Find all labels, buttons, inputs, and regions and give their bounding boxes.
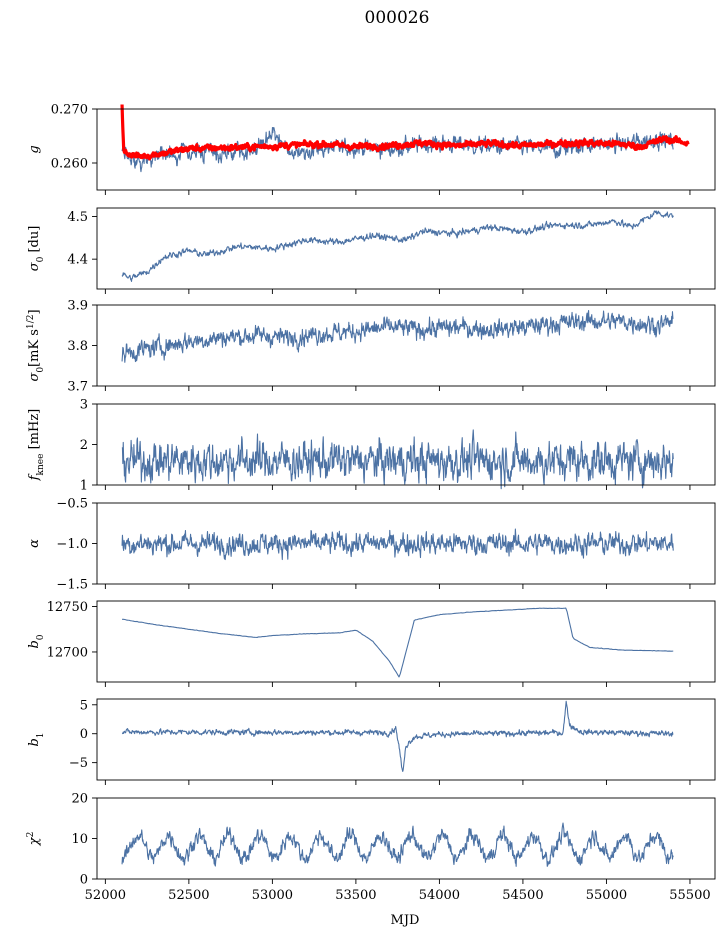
y-tick-label-2-1: 3.8 [67, 339, 88, 354]
y-tick-label-5-0: 12700 [47, 645, 88, 660]
y-tick-label-5-1: 12750 [47, 600, 88, 615]
y-tick-label-7-2: 20 [71, 792, 88, 807]
axes-frame-1 [96, 207, 716, 290]
y-axis-label-0: g [27, 145, 42, 153]
y-axis-label-1: σ0 [du] [27, 226, 46, 272]
y-axis-label-4: α [27, 539, 42, 548]
x-tick-label-6: 55000 [586, 888, 627, 903]
series-line-6-0 [121, 700, 674, 772]
y-tick-label-4-1: −1.0 [56, 537, 88, 552]
y-tick-label-2-0: 3.7 [67, 380, 88, 395]
panel-4: −1.5 −1.0 −0.5 α [27, 497, 716, 593]
series-line-2-0 [121, 310, 674, 363]
panel-7: 0 10 20 52000 52500 53000 53500 54000 54500 55000… [26, 792, 716, 903]
x-tick-label-2: 53000 [252, 888, 293, 903]
x-tick-label-7: 55500 [669, 888, 710, 903]
figure-title: 000026 [365, 8, 430, 28]
y-axis-label-7: χ2 [26, 832, 42, 847]
panels: 0.260 0.270 g 4.4 4.5 σ0 [du] 3.7 3.8 3.9 σ0[mK s… [26, 103, 716, 903]
y-tick-label-2-2: 3.9 [67, 299, 88, 314]
x-tick-label-4: 54000 [419, 888, 460, 903]
y-tick-label-0-0: 0.260 [51, 157, 88, 172]
axes-frame-6 [96, 698, 716, 781]
panel-0: 0.260 0.270 g [27, 103, 716, 195]
y-tick-label-1-0: 4.4 [67, 253, 88, 268]
y-tick-label-4-0: −1.5 [56, 578, 88, 593]
y-tick-label-7-1: 10 [71, 832, 88, 847]
series-line-4-0 [121, 528, 674, 561]
y-tick-label-4-2: −0.5 [56, 497, 88, 512]
y-axis-label-5: b0 [27, 634, 46, 648]
y-tick-label-3-1: 2 [80, 438, 88, 453]
series-line-7-0 [121, 822, 674, 867]
y-tick-label-6-0: −5 [69, 756, 88, 771]
panel-3: 1 2 3 fknee [mHz] [27, 398, 716, 494]
series-line-5-0 [122, 607, 674, 678]
y-tick-label-0-1: 0.270 [51, 103, 88, 118]
axes-frame-0 [96, 108, 716, 191]
panel-1: 4.4 4.5 σ0 [du] [27, 207, 716, 294]
y-tick-label-6-2: 5 [80, 698, 88, 713]
y-axis-label-6: b1 [27, 732, 46, 746]
x-tick-label-0: 52000 [85, 888, 126, 903]
x-tick-label-5: 54500 [502, 888, 543, 903]
y-axis-label-2: σ0[mK s1/2] [26, 309, 46, 381]
panel-2: 3.7 3.8 3.9 σ0[mK s1/2] [26, 299, 716, 395]
y-tick-label-7-0: 0 [80, 873, 88, 888]
series-line-3-0 [121, 429, 674, 490]
x-axis-label: MJD [391, 913, 420, 928]
axes-frame-5 [96, 600, 716, 683]
y-tick-label-3-0: 1 [80, 479, 88, 494]
x-tick-label-1: 52500 [168, 888, 209, 903]
series-line-0-1 [120, 104, 690, 161]
y-tick-label-6-1: 0 [80, 727, 88, 742]
y-axis-label-3: fknee [mHz] [27, 409, 46, 482]
x-tick-label-3: 53500 [335, 888, 376, 903]
panel-5: 12700 12750 b0 [27, 600, 716, 687]
y-tick-label-1-1: 4.5 [67, 210, 88, 225]
panel-6: −5 0 5 b1 [27, 698, 716, 785]
y-tick-label-3-2: 3 [80, 398, 88, 413]
series-line-1-0 [121, 210, 674, 282]
